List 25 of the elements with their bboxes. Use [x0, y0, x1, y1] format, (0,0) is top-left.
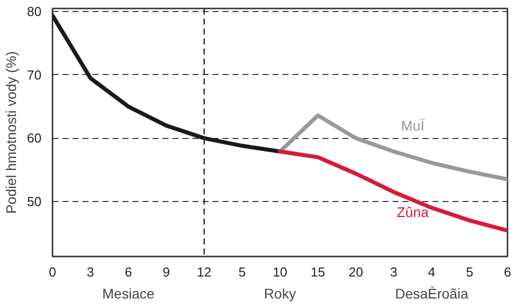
- x-tick-label: 0: [48, 264, 56, 280]
- text: Mesiace: [102, 286, 155, 302]
- text: DesaÈroãia: [395, 286, 468, 302]
- x-tick-label: 3: [86, 264, 94, 280]
- series-label: MuÏ: [401, 117, 424, 134]
- y-axis-title: Podiel hmotnosti vody (%): [3, 51, 20, 214]
- x-tick-label: 9: [162, 264, 170, 280]
- y-tick-label: 70: [27, 67, 42, 82]
- x-tick-label: 3: [390, 264, 398, 280]
- text: Roky: [264, 286, 296, 302]
- y-tick-label: 60: [27, 130, 42, 146]
- y-tick-label: 80: [27, 4, 42, 20]
- y-tick-label: 50: [27, 194, 42, 209]
- x-tick-label: 6: [504, 264, 512, 280]
- line-series: [278, 113, 508, 182]
- x-tick-label: 6: [124, 264, 132, 280]
- x-tick-label: 20: [348, 264, 364, 280]
- x-tick-label: 5: [466, 264, 474, 280]
- line-series: [278, 149, 508, 233]
- x-tick-label: 10: [272, 264, 288, 280]
- series-label: Zûna: [396, 204, 429, 220]
- x-tick-label: 12: [196, 264, 212, 280]
- x-tick-label: 5: [238, 264, 246, 280]
- x-tick-label: 4: [428, 264, 436, 280]
- x-tick-label: 15: [310, 264, 326, 280]
